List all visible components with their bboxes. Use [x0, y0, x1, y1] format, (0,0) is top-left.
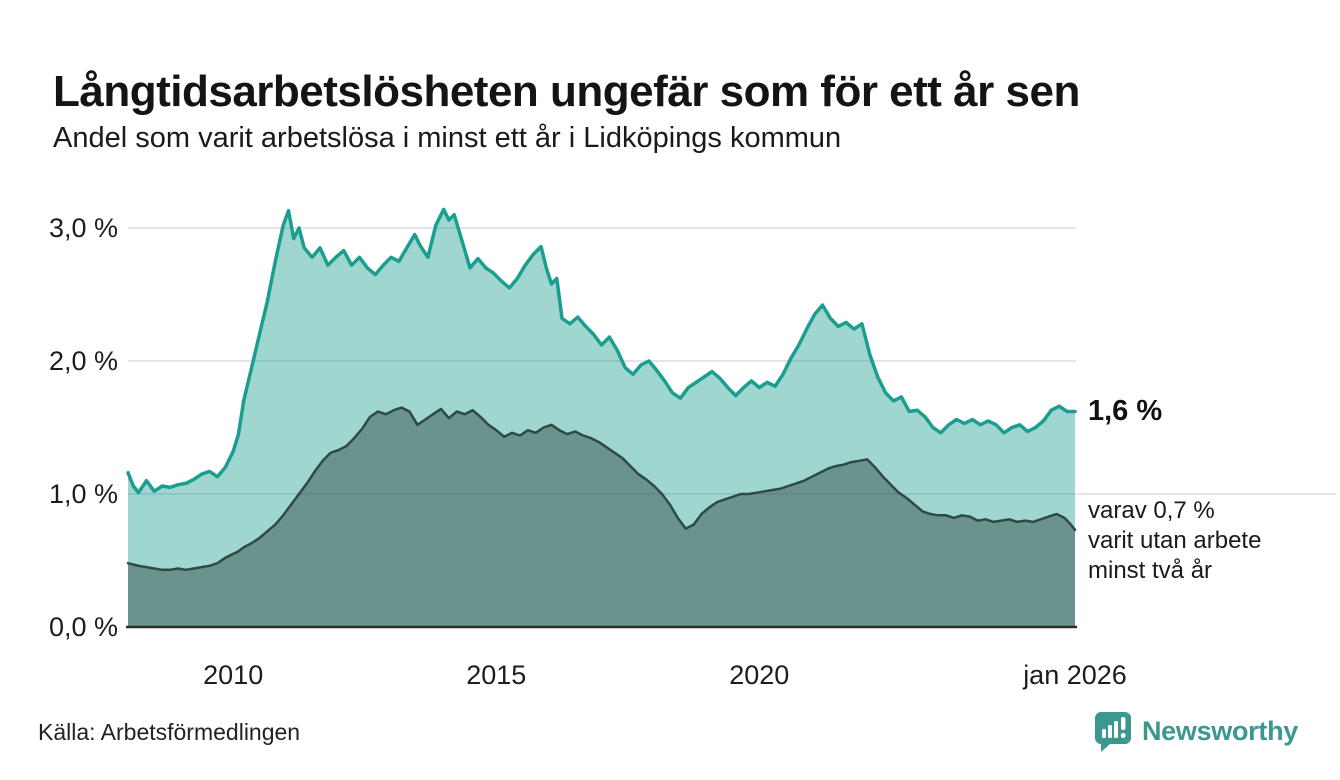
- subset-label-line2: varit utan arbete: [1088, 527, 1262, 554]
- subset-label-line1: varav 0,7 %: [1088, 497, 1215, 524]
- svg-text:jan 2026: jan 2026: [1022, 660, 1127, 690]
- svg-text:2015: 2015: [466, 660, 526, 690]
- svg-text:2,0 %: 2,0 %: [49, 346, 118, 376]
- subset-value-label: varav 0,7 % varit utan arbete minst två …: [1088, 496, 1261, 586]
- svg-text:0,0 %: 0,0 %: [49, 612, 118, 642]
- latest-value-label: 1,6 %: [1088, 395, 1163, 427]
- svg-text:2020: 2020: [729, 660, 789, 690]
- svg-text:1,0 %: 1,0 %: [49, 479, 118, 509]
- subset-label-line3: minst två år: [1088, 557, 1213, 584]
- svg-text:2010: 2010: [203, 660, 263, 690]
- source-note: Källa: Arbetsförmedlingen: [38, 719, 301, 745]
- page-title: Långtidsarbetslösheten ungefär som för e…: [53, 67, 1080, 117]
- brand-name: Newsworthy: [1141, 715, 1298, 746]
- newsworthy-icon: [1094, 712, 1131, 752]
- svg-text:3,0 %: 3,0 %: [49, 213, 118, 243]
- brand-logo: Newsworthy: [1093, 710, 1298, 752]
- page-subtitle: Andel som varit arbetslösa i minst ett å…: [53, 122, 842, 154]
